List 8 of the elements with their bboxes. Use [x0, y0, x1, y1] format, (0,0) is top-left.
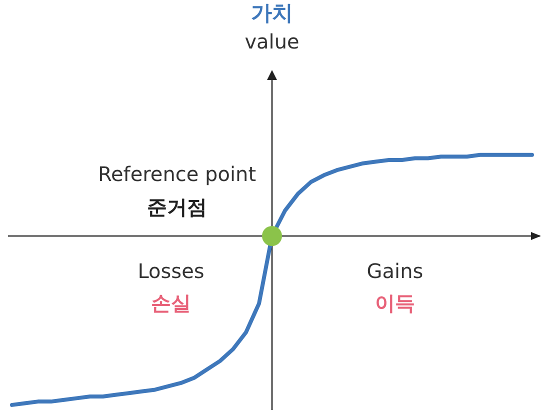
annotation: 손실	[151, 291, 191, 316]
annotation: Losses	[138, 259, 204, 284]
annotation: 이득	[375, 291, 415, 316]
chart-title: 가치	[251, 1, 293, 26]
annotation: Gains	[366, 259, 424, 284]
chart-subtitle: value	[244, 29, 300, 54]
annotation: 준거점	[147, 195, 207, 220]
annotation: Reference point	[98, 162, 256, 186]
